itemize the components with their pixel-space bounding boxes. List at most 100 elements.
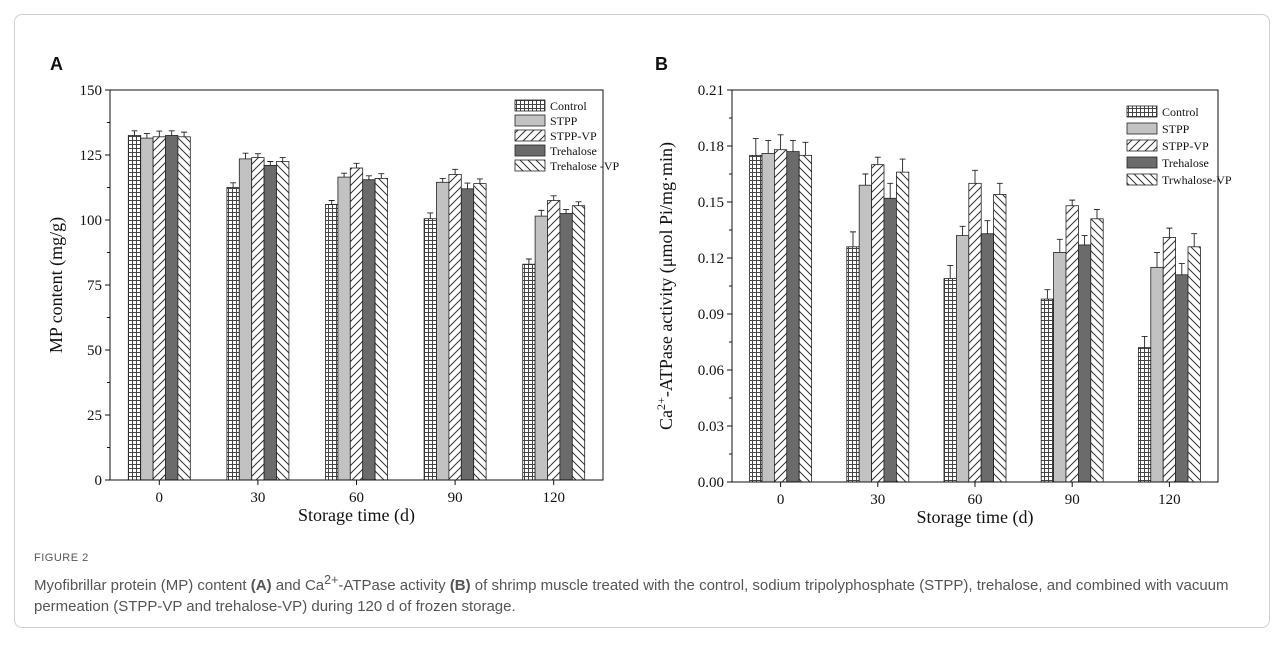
panel-b-error-bar [984, 220, 991, 234]
panel-b-y-tick-label: 0.21 [698, 83, 724, 99]
panel-a-error-bar [230, 182, 237, 188]
panel-a-bar [547, 200, 561, 481]
panel-a-error-bar [267, 161, 274, 166]
panel-a-legend-swatch [514, 114, 546, 127]
panel-b-bar [774, 149, 788, 483]
panel-a-bar [349, 167, 364, 481]
panel-a-bar [534, 215, 548, 481]
panel-a-bar [436, 181, 450, 481]
panel-a-bar [522, 263, 536, 481]
panel-b-x-axis-label: Storage time (d) [917, 507, 1034, 528]
panel-a-x-tick-label: 120 [542, 490, 565, 506]
panel-a-error-bar [550, 195, 557, 201]
panel-a-y-tick-label: 100 [80, 213, 103, 229]
panel-a-bar [337, 176, 351, 481]
panel-b-x-tick-label: 120 [1158, 492, 1181, 508]
panel-a-error-bar [131, 130, 138, 136]
panel-a-y-tick-label: 125 [80, 148, 103, 164]
panel-a-error-bar [242, 152, 249, 159]
panel-b-bar [846, 246, 860, 483]
panel-b-bar [871, 164, 885, 483]
panel-a-bar [276, 161, 290, 481]
panel-b-bar [761, 153, 775, 483]
panel-b-error-bar [1154, 251, 1160, 268]
panel-b-error-bar [1166, 227, 1173, 238]
panel-a-error-bar [254, 153, 261, 158]
panel-a-bar [263, 164, 277, 481]
panel-b-error-bar [1191, 233, 1198, 247]
caption-part: Myofibrillar protein (MP) content [34, 577, 251, 594]
panel-b-bar [956, 235, 970, 483]
figure-caption: FIGURE 2 Myofibrillar protein (MP) conte… [34, 552, 1244, 617]
panel-a-legend-label: STPP [550, 114, 578, 128]
panel-b-error-bar [1081, 235, 1088, 245]
panel-b-legend-swatch [1126, 156, 1158, 169]
panel-b-error-bar [790, 139, 796, 152]
panel-a-bar [238, 158, 253, 481]
panel-a-bar [559, 213, 573, 481]
panel-b-error-bar [1056, 238, 1063, 253]
panel-a-error-bar [525, 258, 532, 265]
panel-a-x-tick-label: 30 [250, 490, 265, 506]
panel-b-error-bar [899, 158, 906, 173]
panel-b-error-bar [959, 225, 966, 236]
panel-a-error-bar [143, 132, 150, 139]
panel-a-error-bar [538, 209, 545, 217]
panel-b-error-bar [1044, 289, 1051, 300]
panel-b-y-tick-label: 0.12 [698, 251, 724, 267]
panel-b-y-tick-label: 0.18 [698, 139, 724, 155]
panel-b-error-bar [752, 138, 759, 156]
panel-b-legend-label: Control [1162, 105, 1199, 119]
panel-a-bar [127, 135, 142, 481]
caption-bold-a: (A) [250, 577, 272, 594]
panel-b-bar [798, 154, 813, 483]
panel-b-error-bar [802, 141, 809, 156]
panel-a-bar [165, 135, 179, 481]
caption-superscript: 2+ [324, 573, 339, 587]
panel-b-x-tick-label: 30 [870, 492, 885, 508]
panel-a-y-tick-label: 150 [80, 83, 103, 99]
panel-b-y-tick-label: 0.06 [698, 363, 725, 379]
panel-b-bar [1065, 205, 1079, 483]
panel-b-legend-label: STPP-VP [1162, 139, 1209, 153]
panel-b-bar [1162, 237, 1176, 483]
panel-a-x-tick-label: 0 [156, 490, 164, 506]
panel-a-bar [448, 174, 462, 481]
caption-text: Myofibrillar protein (MP) content (A) an… [34, 570, 1244, 617]
panel-b-bar [883, 197, 897, 483]
panel-b-bar [1175, 274, 1189, 483]
panel-b-bar [980, 233, 995, 483]
panel-a-bar [374, 177, 388, 481]
panel-a-bar [460, 188, 475, 481]
panel-b-legend-label: Trehalose [1162, 156, 1209, 170]
panel-b-chart: 0.00 0.03 0.06 0.09 0.12 0.15 0.18 0.21 0 30 60 90 1… [654, 83, 1232, 528]
panel-b-x-tick-label: 60 [968, 492, 983, 508]
panel-a-error-bar [439, 177, 446, 183]
panel-b-error-bar [972, 169, 978, 184]
panel-b-legend-swatch [1126, 139, 1158, 152]
panel-b-bar [1053, 251, 1067, 483]
panel-b-y-tick-label: 0.00 [698, 475, 724, 491]
panel-b-bar [1150, 266, 1164, 483]
figure-frame [14, 14, 1270, 628]
panel-a-bar [140, 137, 154, 481]
panel-b-y-axis-label-part: Ca [656, 410, 676, 430]
panel-a-error-bar [563, 209, 570, 214]
panel-a-error-bar [365, 175, 372, 180]
panel-a-y-axis-label: MP content (mg/g) [46, 217, 67, 353]
panel-a-letter: A [50, 54, 63, 74]
panel-a-error-bar [168, 130, 175, 136]
panel-b-bar [749, 154, 763, 483]
panel-a-error-bar [476, 178, 483, 184]
panel-a-legend-label: Control [550, 99, 587, 113]
panel-b-bar [896, 171, 910, 483]
caption-bold-b: (B) [449, 577, 471, 594]
panel-a-error-bar [156, 130, 163, 137]
panel-b-error-bar [874, 156, 881, 165]
panel-b-bar [1187, 246, 1201, 483]
panel-b-x-tick-label: 90 [1065, 492, 1080, 508]
panel-b-y-axis-label: Ca2+-ATPase activity (μmol Pi/mg·min) [654, 142, 677, 430]
panel-b-bar [786, 151, 800, 483]
panel-b-bar [968, 182, 982, 483]
panel-b-error-bar [1069, 199, 1076, 206]
